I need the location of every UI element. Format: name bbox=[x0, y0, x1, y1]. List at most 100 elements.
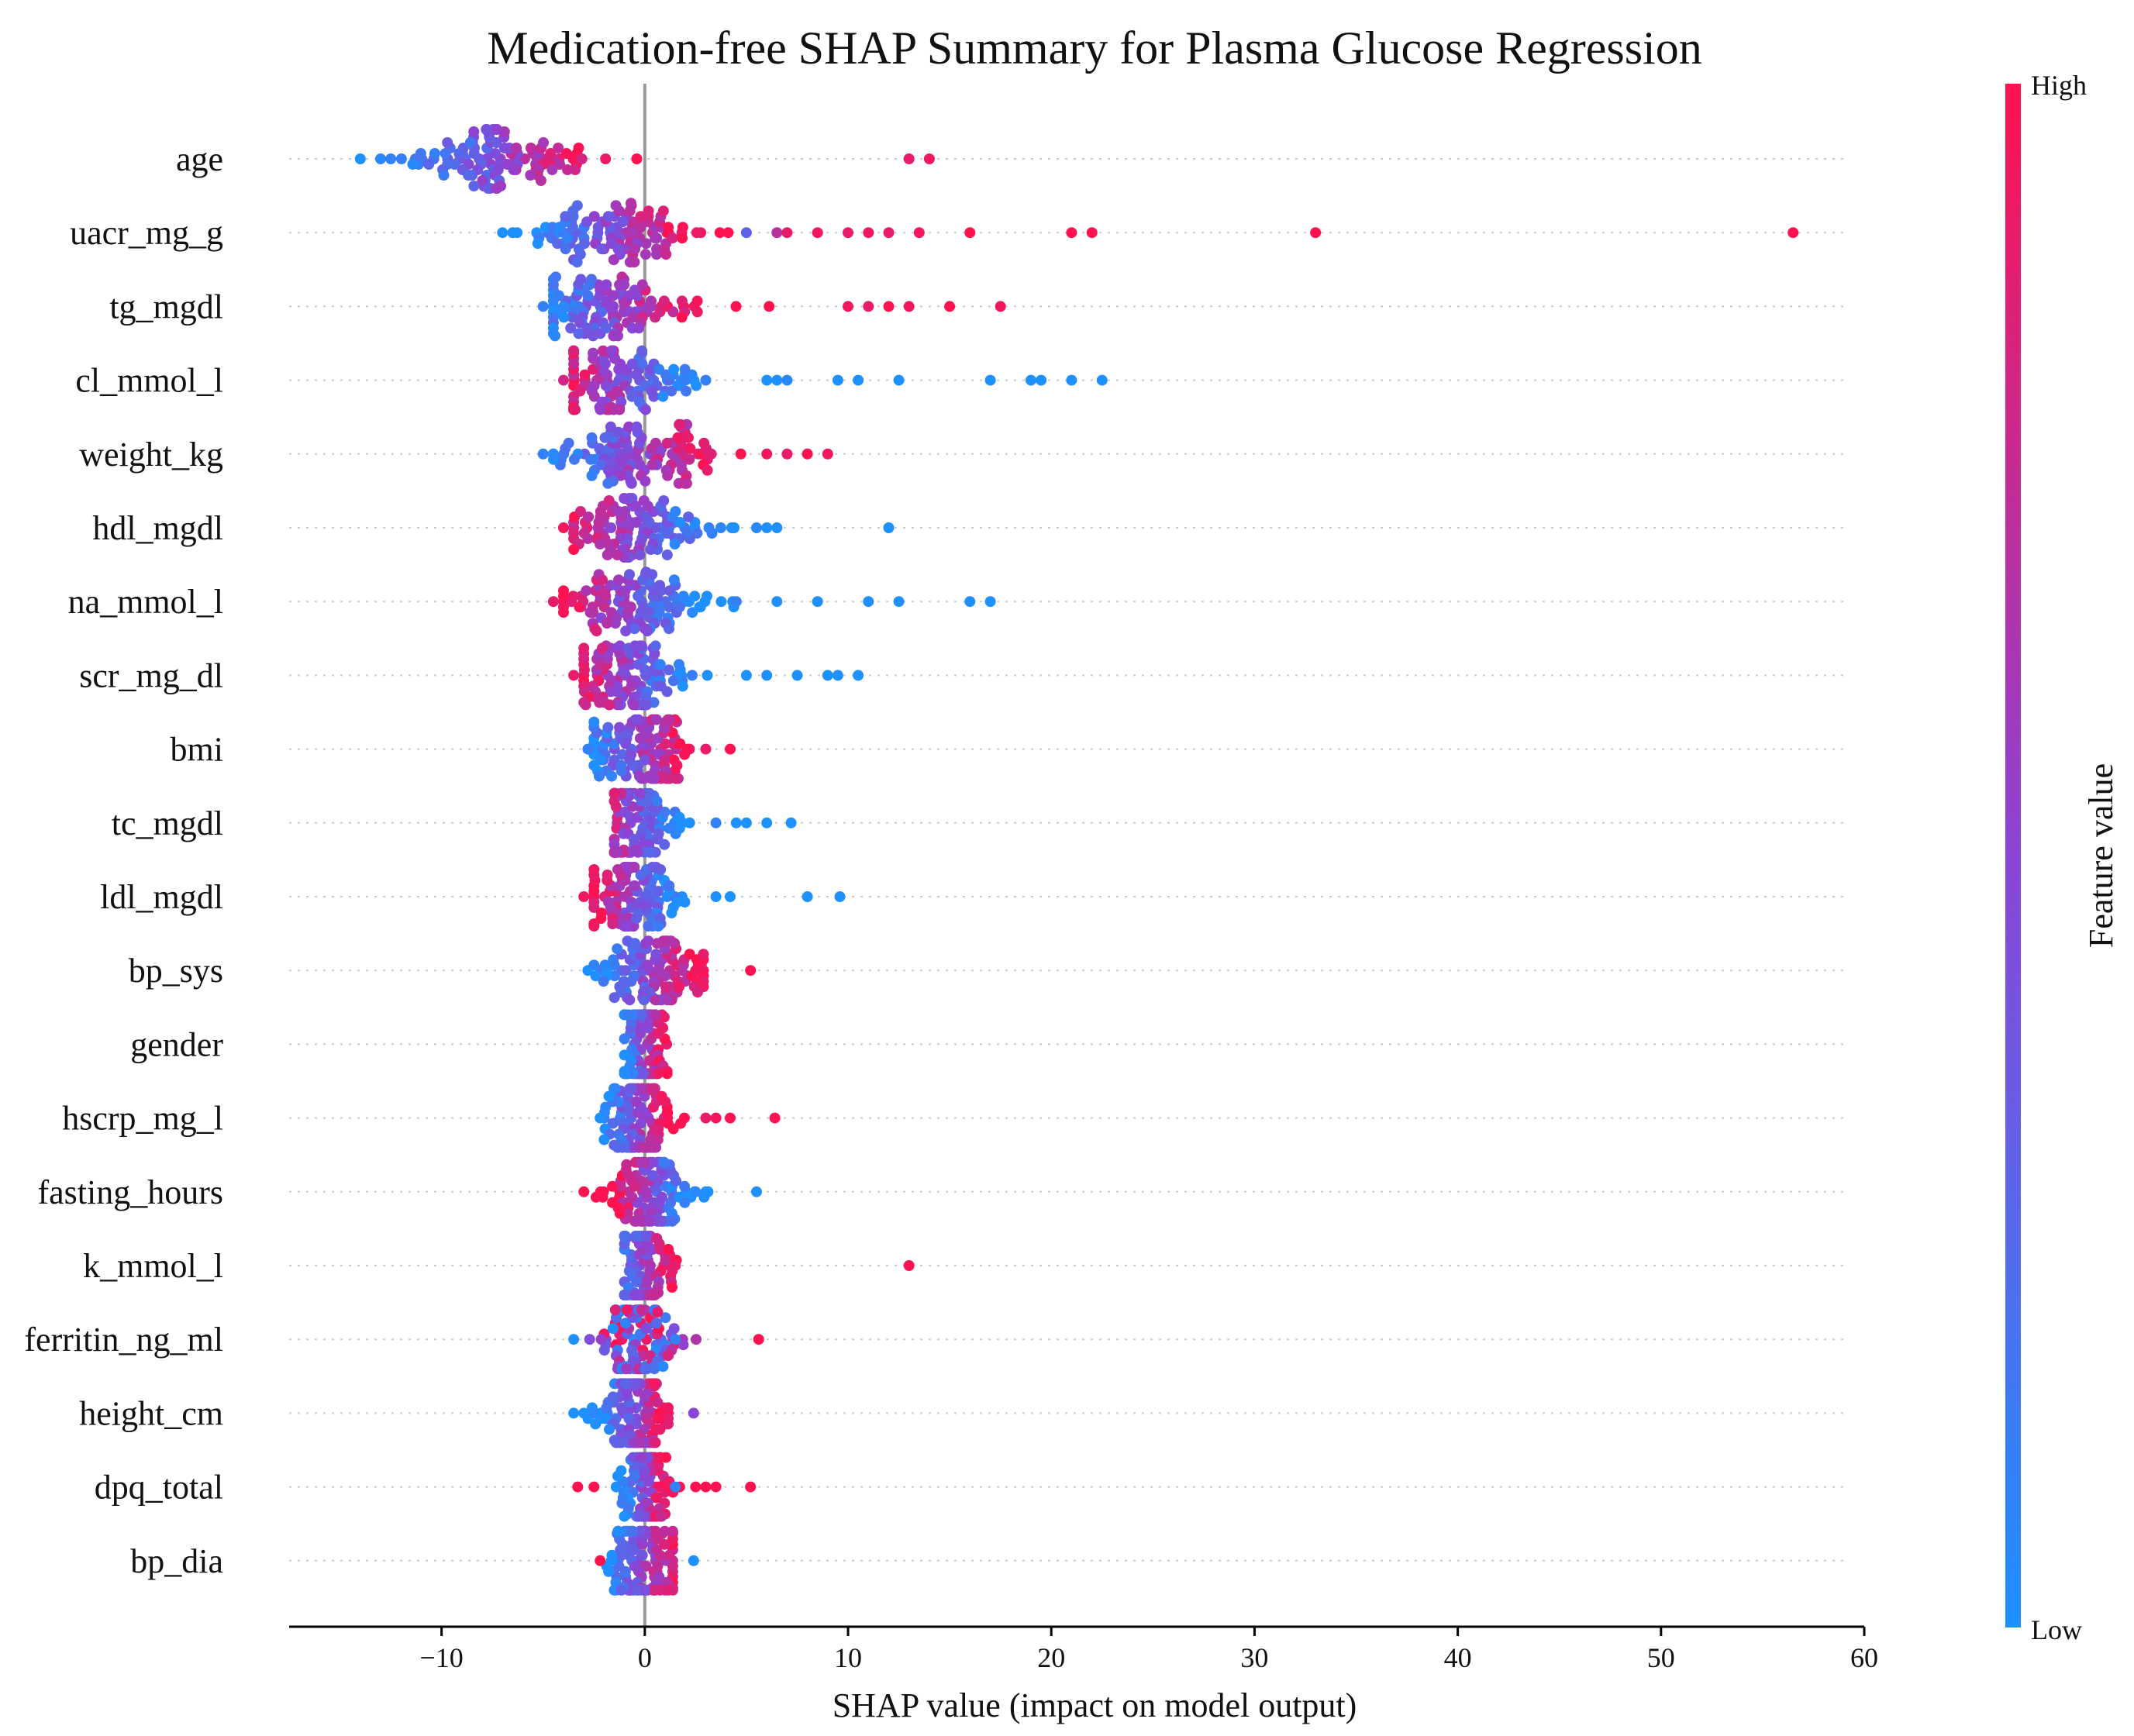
shap-point-bmi bbox=[615, 765, 627, 777]
shap-point-height_cm bbox=[649, 1378, 660, 1390]
feature-label: dpq_total bbox=[95, 1469, 223, 1507]
shap-point-hdl_mgdl bbox=[715, 522, 726, 533]
shap-point-cl_mmol_l bbox=[597, 345, 608, 356]
shap-point-bp_sys bbox=[624, 994, 636, 1006]
shap-point-age bbox=[477, 175, 488, 186]
shap-point-ldl_mgdl bbox=[646, 862, 658, 873]
x-tick-label: 0 bbox=[638, 1642, 652, 1673]
shap-point-ldl_mgdl bbox=[679, 897, 691, 908]
shap-point-scr_mg_dl bbox=[853, 670, 864, 681]
shap-point-uacr_mg_g bbox=[617, 216, 629, 228]
shap-point-cl_mmol_l bbox=[588, 391, 600, 402]
shap-point-na_mmol_l bbox=[715, 596, 727, 608]
shap-point-dpq_total bbox=[619, 1510, 630, 1522]
feature-label: ferritin_ng_ml bbox=[24, 1321, 223, 1359]
shap-point-scr_mg_dl bbox=[661, 686, 673, 698]
shap-point-dpq_total bbox=[745, 1481, 757, 1493]
shap-point-hdl_mgdl bbox=[761, 522, 773, 533]
shap-point-height_cm bbox=[588, 1407, 600, 1419]
shap-point-ferritin_ng_ml bbox=[595, 1334, 607, 1345]
shap-point-uacr_mg_g bbox=[843, 227, 853, 239]
shap-point-tg_mgdl bbox=[601, 279, 612, 291]
shap-point-tc_mgdl bbox=[612, 846, 623, 858]
shap-point-hdl_mgdl bbox=[670, 506, 681, 517]
shap-point-height_cm bbox=[688, 1407, 699, 1419]
shap-point-gender bbox=[620, 1068, 632, 1080]
shap-point-ldl_mgdl bbox=[635, 870, 646, 880]
shap-point-hdl_mgdl bbox=[619, 493, 630, 504]
shap-point-hscrp_mg_l bbox=[700, 1112, 712, 1124]
shap-point-bp_sys bbox=[650, 949, 662, 960]
shap-point-uacr_mg_g bbox=[629, 243, 641, 255]
shap-point-cl_mmol_l bbox=[984, 374, 996, 386]
shap-point-scr_mg_dl bbox=[677, 680, 688, 692]
shap-point-cl_mmol_l bbox=[1026, 374, 1036, 386]
shap-point-uacr_mg_g bbox=[651, 249, 662, 260]
feature-label: tc_mgdl bbox=[112, 804, 223, 842]
shap-point-weight_kg bbox=[650, 437, 661, 449]
shap-point-dpq_total bbox=[615, 1465, 627, 1476]
shap-point-ldl_mgdl bbox=[643, 921, 654, 932]
shap-point-ferritin_ng_ml bbox=[636, 1304, 647, 1316]
shap-point-tg_mgdl bbox=[537, 301, 549, 312]
shap-point-scr_mg_dl bbox=[614, 640, 626, 652]
shap-point-age bbox=[407, 159, 419, 170]
shap-point-tc_mgdl bbox=[635, 787, 646, 799]
shap-point-hscrp_mg_l bbox=[626, 1083, 637, 1094]
shap-point-scr_mg_dl bbox=[641, 699, 653, 711]
shap-point-age bbox=[538, 137, 549, 148]
shap-point-uacr_mg_g bbox=[1066, 227, 1077, 239]
shap-point-tg_mgdl bbox=[863, 301, 874, 312]
shap-point-hscrp_mg_l bbox=[595, 1112, 606, 1124]
shap-point-cl_mmol_l bbox=[771, 374, 783, 386]
shap-point-tc_mgdl bbox=[674, 811, 685, 823]
shap-point-height_cm bbox=[604, 1424, 615, 1435]
shap-point-age bbox=[491, 137, 502, 148]
shap-point-cl_mmol_l bbox=[653, 363, 665, 375]
shap-point-na_mmol_l bbox=[687, 607, 698, 618]
shap-point-tg_mgdl bbox=[691, 306, 703, 318]
shap-point-weight_kg bbox=[662, 470, 674, 481]
feature-label: scr_mg_dl bbox=[79, 656, 223, 694]
shap-point-weight_kg bbox=[605, 421, 616, 432]
shap-point-age bbox=[545, 148, 557, 159]
shap-point-ferritin_ng_ml bbox=[568, 1334, 580, 1345]
shap-point-cl_mmol_l bbox=[691, 380, 702, 391]
shap-point-bmi bbox=[674, 738, 686, 749]
shap-point-na_mmol_l bbox=[642, 625, 653, 637]
shap-point-bp_sys bbox=[674, 981, 685, 993]
shap-point-height_cm bbox=[663, 1418, 674, 1430]
shap-point-tg_mgdl bbox=[632, 290, 643, 301]
shap-point-height_cm bbox=[652, 1397, 664, 1408]
shap-point-na_mmol_l bbox=[674, 601, 685, 613]
shap-point-tc_mgdl bbox=[730, 817, 742, 828]
shap-point-hdl_mgdl bbox=[658, 495, 670, 506]
shap-point-weight_kg bbox=[674, 418, 685, 430]
shap-point-tg_mgdl bbox=[565, 322, 577, 334]
shap-point-hdl_mgdl bbox=[674, 517, 686, 528]
shap-point-na_mmol_l bbox=[640, 567, 652, 578]
shap-point-uacr_mg_g bbox=[596, 243, 608, 255]
shap-point-weight_kg bbox=[623, 421, 635, 432]
shap-point-dpq_total bbox=[670, 1481, 681, 1493]
shap-point-uacr_mg_g bbox=[883, 227, 895, 239]
shap-point-hdl_mgdl bbox=[726, 522, 737, 533]
shap-point-age bbox=[438, 170, 450, 181]
shap-point-uacr_mg_g bbox=[812, 227, 823, 239]
shap-point-cl_mmol_l bbox=[680, 374, 691, 386]
shap-point-uacr_mg_g bbox=[635, 211, 646, 222]
shap-point-ferritin_ng_ml bbox=[652, 1307, 664, 1318]
shap-point-dpq_total bbox=[572, 1481, 584, 1493]
shap-point-age bbox=[453, 148, 465, 159]
shap-point-tg_mgdl bbox=[667, 306, 679, 318]
shap-point-age bbox=[570, 164, 581, 175]
shap-point-age bbox=[481, 124, 492, 135]
shap-point-bmi bbox=[648, 773, 660, 784]
shap-point-fasting_hours bbox=[578, 1186, 590, 1197]
shap-point-height_cm bbox=[629, 1378, 641, 1390]
shap-point-dpq_total bbox=[627, 1452, 639, 1463]
shap-point-hscrp_mg_l bbox=[607, 1118, 619, 1129]
shap-point-age bbox=[375, 153, 386, 164]
shap-point-bp_dia bbox=[663, 1584, 674, 1596]
shap-point-na_mmol_l bbox=[863, 596, 874, 608]
